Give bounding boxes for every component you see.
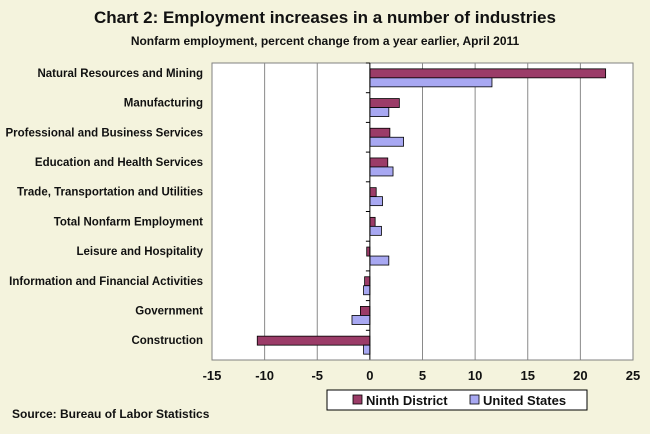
bar-united-states bbox=[369, 255, 390, 266]
legend-label: Ninth District bbox=[366, 393, 448, 408]
bar-ninth-district bbox=[369, 157, 389, 168]
bar-ninth-district bbox=[369, 187, 377, 198]
bar-ninth-district bbox=[369, 216, 376, 227]
x-tick-label: 10 bbox=[468, 368, 482, 383]
x-tick-label: -10 bbox=[255, 368, 274, 383]
bar-ninth-district bbox=[360, 306, 371, 316]
legend-swatch bbox=[469, 394, 480, 405]
x-tick-label: 0 bbox=[366, 368, 373, 383]
bar-united-states bbox=[369, 136, 404, 147]
bar-ninth-district bbox=[369, 98, 400, 108]
bar-ninth-district bbox=[256, 335, 371, 346]
category-label: Government bbox=[135, 305, 203, 317]
category-label: Leisure and Hospitality bbox=[76, 246, 203, 258]
x-tick-label: 20 bbox=[573, 368, 587, 383]
category-label: Trade, Transportation and Utilities bbox=[17, 187, 203, 199]
bar-ninth-district bbox=[369, 68, 607, 79]
category-label: Construction bbox=[131, 335, 203, 347]
category-label: Natural Resources and Mining bbox=[37, 68, 203, 80]
bar-united-states bbox=[363, 285, 371, 296]
chart-title: Chart 2: Employment increases in a numbe… bbox=[94, 8, 556, 27]
x-tick-label: 15 bbox=[521, 368, 535, 383]
bar-ninth-district bbox=[364, 276, 371, 287]
category-label: Education and Health Services bbox=[35, 157, 203, 169]
category-label: Information and Financial Activities bbox=[9, 276, 203, 288]
legend-label: United States bbox=[483, 393, 566, 408]
bar-united-states bbox=[369, 225, 382, 236]
bar-united-states bbox=[369, 77, 493, 88]
bar-united-states bbox=[369, 166, 394, 177]
legend-swatch bbox=[352, 394, 363, 405]
source-note: Source: Bureau of Labor Statistics bbox=[12, 407, 210, 421]
category-label: Total Nonfarm Employment bbox=[54, 216, 203, 228]
x-tick-label: -5 bbox=[311, 368, 323, 383]
bar-united-states bbox=[351, 315, 371, 325]
chart-subtitle: Nonfarm employment, percent change from … bbox=[130, 34, 520, 48]
x-tick-label: -15 bbox=[203, 368, 222, 383]
legend: Ninth District United States bbox=[326, 389, 588, 411]
bar-united-states bbox=[369, 196, 383, 207]
bar-united-states bbox=[369, 107, 390, 117]
bar-ninth-district bbox=[369, 127, 391, 138]
category-label: Professional and Business Services bbox=[5, 127, 203, 139]
legend-box bbox=[326, 389, 588, 411]
category-label: Manufacturing bbox=[124, 98, 203, 110]
x-tick-label: 25 bbox=[626, 368, 640, 383]
x-tick-label: 5 bbox=[419, 368, 426, 383]
bar-united-states bbox=[363, 344, 371, 355]
